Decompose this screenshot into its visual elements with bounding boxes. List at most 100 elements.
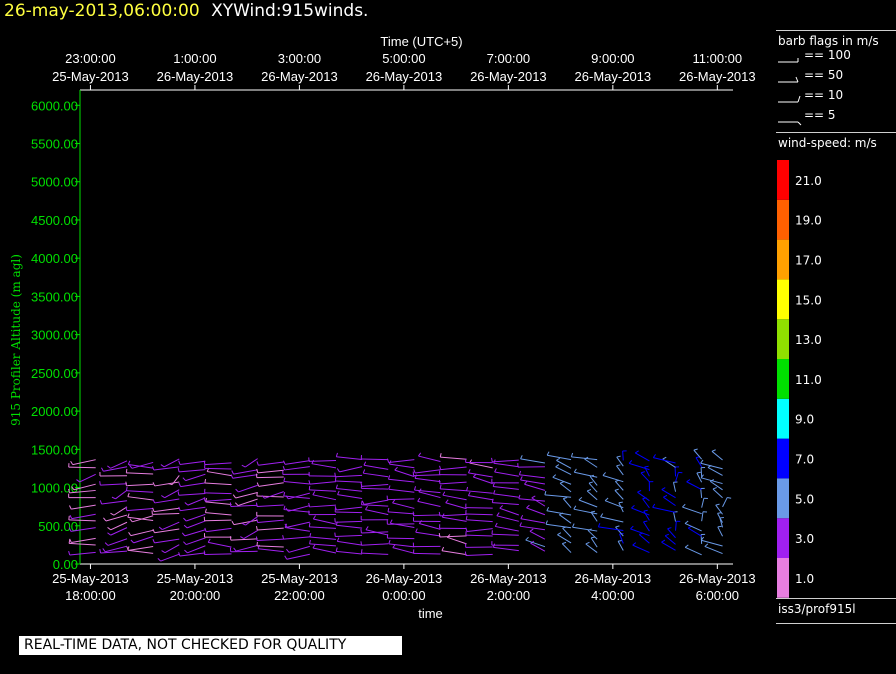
wind-barb: [686, 481, 702, 491]
wind-barb: [337, 540, 363, 546]
wind-barb: [473, 476, 493, 485]
wind-barb: [590, 537, 598, 548]
wind-barb: [466, 490, 493, 494]
wind-barb-flag: [235, 488, 239, 493]
wind-barb-flag: [388, 539, 391, 545]
wind-barb: [115, 489, 128, 500]
wind-barb-flag: [125, 468, 128, 473]
wind-barb-flag: [525, 536, 529, 541]
wind-barb: [447, 536, 467, 545]
wind-barb: [110, 521, 128, 531]
wind-barb-flag: [231, 470, 234, 475]
wind-barb: [103, 466, 128, 472]
wind-barb: [632, 544, 650, 553]
wind-barb: [257, 527, 284, 531]
wind-barb: [614, 481, 624, 491]
wind-barb: [153, 507, 180, 513]
wind-barb: [126, 508, 154, 512]
wind-barb: [419, 523, 441, 530]
wind-barb: [663, 496, 676, 507]
wind-barb-flag: [499, 505, 503, 509]
wind-barb-flag: [545, 520, 548, 525]
wind-barb-flag: [365, 526, 369, 531]
wind-barb-flag: [496, 512, 500, 517]
wind-barb-flag: [229, 536, 232, 541]
wind-barb: [130, 529, 154, 537]
colorbar-segment: [777, 398, 789, 439]
wind-barb-flag: [663, 494, 668, 498]
wind-barb-flag: [337, 490, 340, 495]
wind-barb: [622, 450, 624, 461]
wind-barb-flag: [652, 503, 656, 508]
wind-barb: [335, 511, 363, 514]
wind-barb: [652, 506, 676, 513]
x-axis-label: time: [418, 606, 443, 621]
colorbar-title: wind-speed: m/s: [778, 136, 877, 150]
wind-barb-flag: [183, 517, 187, 522]
colorbar-segment: [777, 438, 789, 479]
wind-barb: [469, 462, 493, 469]
wind-barb: [587, 529, 598, 540]
wind-barb: [693, 449, 703, 460]
wind-barb: [184, 529, 206, 537]
wind-barb: [309, 543, 337, 547]
y-tick-label: 5500.00: [31, 137, 78, 152]
wind-barb-flag: [184, 549, 188, 554]
wind-barb-flag: [664, 533, 670, 537]
wind-barb: [415, 469, 441, 474]
wind-barb-flag: [204, 527, 207, 532]
wind-barb-flag: [255, 526, 258, 531]
wind-barb-flag: [178, 552, 181, 557]
wind-barb: [284, 466, 310, 471]
wind-barb: [179, 469, 206, 473]
wind-barb-flag: [717, 525, 722, 528]
wind-barb-flag: [177, 491, 180, 496]
wind-barb-flag: [696, 471, 701, 474]
wind-barb-flag: [640, 471, 645, 474]
wind-barb: [283, 495, 310, 499]
source-label: iss3/prof915l: [778, 602, 856, 616]
wind-barb: [701, 539, 723, 547]
top-tick-date: 26-May-2013: [679, 69, 756, 84]
wind-barb: [616, 456, 624, 467]
wind-barb: [616, 465, 624, 476]
top-tick-time: 23:00:00: [65, 51, 116, 66]
wind-barb: [590, 511, 598, 522]
wind-barb: [440, 456, 467, 460]
wind-barb-flag: [415, 528, 418, 533]
wind-barb: [546, 510, 572, 516]
wind-barb: [573, 508, 598, 515]
wind-barb: [204, 498, 232, 502]
wind-barb: [413, 514, 441, 517]
wind-barb-flag: [360, 500, 363, 505]
wind-barb-flag: [309, 533, 312, 538]
wind-barb: [556, 459, 572, 469]
wind-barb-flag: [682, 503, 686, 508]
wind-barb-flag: [104, 542, 109, 546]
wind-barb: [283, 480, 310, 485]
wind-barb: [288, 545, 310, 553]
wind-barb-flag: [465, 515, 468, 520]
wind-barb: [257, 469, 284, 474]
wind-barb: [493, 493, 519, 498]
wind-barb-flag: [544, 490, 547, 496]
wind-barb: [232, 474, 258, 479]
wind-barb: [256, 476, 284, 479]
wind-barb-flag: [241, 522, 246, 526]
wind-barb-flag: [494, 468, 497, 473]
x-tick-time: 6:00:00: [696, 588, 739, 603]
wind-barb-flag: [360, 541, 363, 546]
wind-barb-flag: [389, 519, 393, 524]
wind-barb-flag: [231, 520, 235, 525]
wind-barb: [696, 472, 703, 483]
wind-barb: [675, 521, 677, 531]
wind-barb-flag: [615, 525, 620, 528]
wind-barb-flag: [555, 464, 560, 468]
wind-barb: [163, 458, 180, 468]
wind-barb-flag: [700, 459, 704, 464]
wind-barb: [337, 494, 363, 500]
wind-barb: [388, 488, 415, 493]
wind-barb: [700, 488, 703, 499]
wind-barb-flag: [335, 484, 338, 489]
wind-barb: [643, 510, 650, 521]
